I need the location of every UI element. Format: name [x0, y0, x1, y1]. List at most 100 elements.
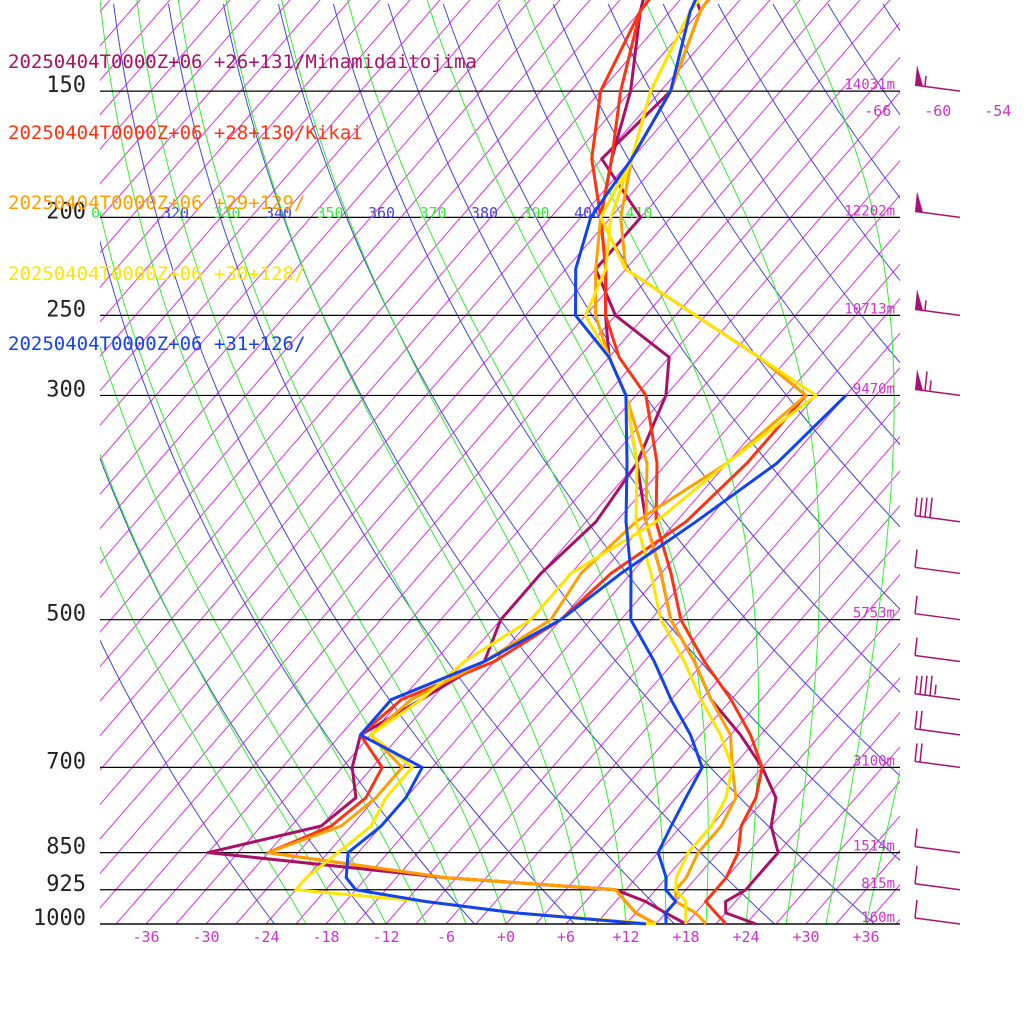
- theta-label: 370: [419, 204, 446, 222]
- wind-barb-flag: [924, 371, 928, 391]
- wind-barb-shaft: [914, 308, 961, 317]
- dry-adiabat-line: [717, 3, 900, 282]
- temperature-tick-label: +6: [557, 928, 575, 946]
- dry-adiabat-line: [772, 3, 900, 199]
- isotherm-label: -66: [864, 102, 891, 120]
- isotherm-line: [100, 0, 471, 426]
- isotherm-line: [595, 573, 900, 924]
- isotherm-line: [100, 0, 501, 461]
- dry-adiabat-line: [442, 3, 900, 693]
- dry-adiabat-line: [277, 3, 875, 924]
- isotherm-line: [100, 0, 291, 220]
- isotherm-line: [415, 366, 900, 924]
- theta-label: 340: [265, 204, 292, 222]
- wind-barb-flag: [929, 497, 933, 518]
- wind-barb-shaft: [914, 566, 961, 575]
- wind-barb-flag: [919, 675, 923, 695]
- wind-barb-pennant: [915, 289, 923, 311]
- legend-entry-0: 20250404T0000Z+06 +26+131/Minamidaitojim…: [8, 51, 477, 73]
- wind-barb-shaft: [914, 84, 961, 92]
- isotherm-line: [565, 539, 900, 924]
- wind-barb-shaft: [914, 728, 961, 736]
- moist-adiabat-line: [347, 0, 667, 924]
- isotherm-line: [100, 0, 321, 254]
- dry-adiabat-line: [662, 3, 900, 364]
- moist-adiabat-line: [644, 0, 821, 924]
- wind-barb-half-flag: [934, 684, 937, 695]
- pressure-label: 1000: [33, 906, 86, 931]
- series-0-temperature-line: [599, 0, 780, 926]
- isotherm-line: [100, 0, 561, 530]
- temperature-tick-label: -12: [372, 928, 399, 946]
- isotherm-line: [100, 0, 531, 495]
- moist-adiabat-line: [793, 0, 895, 924]
- wind-barb-flag: [914, 710, 918, 729]
- dry-adiabat-line: [113, 3, 575, 924]
- height-label: 9470m: [853, 381, 895, 397]
- series-2-temperature-line: [594, 0, 738, 926]
- dry-adiabat-line: [497, 3, 900, 610]
- theta-label: 350: [316, 204, 343, 222]
- legend-entry-3: 20250404T0000Z+06 +30+128/: [8, 262, 306, 285]
- isotherm-line: [100, 0, 261, 185]
- wind-barb-pennant: [915, 65, 923, 87]
- pressure-label: 925: [46, 872, 86, 897]
- wind-barb-flag: [914, 595, 918, 614]
- isotherm-line: [100, 0, 441, 392]
- legend-entry-4: 20250404T0000Z+06 +31+126/: [8, 333, 306, 355]
- theta-label: 330: [213, 204, 240, 222]
- isotherm-line: [205, 125, 900, 924]
- pressure-label: 850: [46, 835, 86, 860]
- pressure-label: 200: [46, 199, 86, 224]
- wind-barb-flag: [914, 549, 918, 568]
- wind-barb-flag: [914, 828, 918, 847]
- temperature-tick-label: -24: [252, 928, 279, 946]
- isotherm-line: [805, 815, 900, 924]
- dry-adiabat-line: [223, 3, 775, 924]
- dry-adiabat-line: [552, 3, 900, 528]
- isotherm-label: -60: [924, 102, 951, 120]
- temperature-tick-label: -18: [312, 928, 339, 946]
- wind-barb-flag: [914, 743, 918, 762]
- dry-adiabat-line: [827, 3, 900, 116]
- isotherm-line: [100, 0, 681, 668]
- temperature-tick-label: -30: [192, 928, 219, 946]
- temperature-tick-label: +30: [792, 928, 819, 946]
- wind-barb-half-flag: [924, 300, 927, 311]
- moist-adiabat-line: [225, 0, 587, 924]
- temperature-tick-label: -6: [437, 928, 455, 946]
- moist-adiabat-line: [136, 0, 507, 924]
- isotherm-line: [355, 297, 900, 924]
- dry-adiabat-line: [168, 3, 675, 924]
- temperature-tick-label: -36: [132, 928, 159, 946]
- sounding-series: [206, 0, 847, 926]
- height-label: 5753m: [853, 606, 895, 622]
- theta-label: 0: [91, 204, 100, 222]
- legend-entry-1: 20250404T0000Z+06 +28+130/Kikai: [8, 121, 363, 144]
- wind-barb-shaft: [914, 692, 961, 701]
- wind-barb-flag: [914, 899, 918, 919]
- isotherm-line: [895, 918, 900, 924]
- series-4-temperature-line: [574, 0, 704, 925]
- temperature-tick-label: +36: [852, 928, 879, 946]
- moist-adiabat-lines: [100, 0, 900, 924]
- isotherm-line: [100, 0, 411, 357]
- moist-adiabat-line: [100, 210, 427, 924]
- theta-label: 380: [471, 204, 498, 222]
- isotherm-line: [100, 0, 711, 702]
- isotherm-line: [100, 0, 831, 840]
- wind-barb-flag: [914, 637, 918, 656]
- pressure-label: 300: [46, 377, 86, 402]
- height-label: 160m: [861, 910, 895, 926]
- wind-barb-pennant: [915, 191, 923, 213]
- isotherm-line: [775, 780, 900, 924]
- theta-label: 400: [574, 204, 601, 222]
- isotherm-line: [100, 0, 351, 288]
- wind-barb-shaft: [914, 388, 961, 397]
- dry-adiabat-line: [607, 3, 900, 446]
- isotherm-line: [145, 56, 900, 924]
- wind-barb-flag: [914, 497, 918, 516]
- moist-adiabat-line: [523, 0, 760, 924]
- legend: 20250404T0000Z+06 +26+131/Minamidaitojim…: [8, 4, 477, 380]
- wind-barb-shaft: [914, 210, 961, 219]
